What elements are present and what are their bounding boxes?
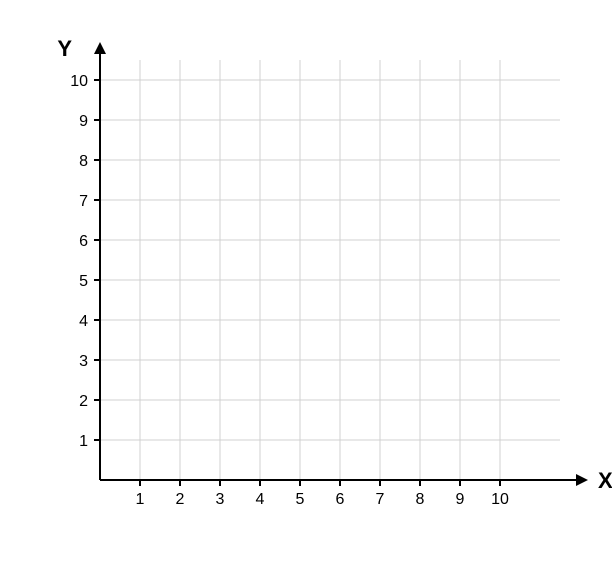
grid-svg: 1 2 3 4 5 6 7 8 9 10 1 2 3 4 5 6 7 8 9 10 X Y [0,0,612,583]
x-tick-label: 1 [136,491,145,508]
y-tick-label: 8 [79,153,88,170]
y-tick-label: 3 [79,353,88,370]
y-tick-label: 4 [79,313,88,330]
coordinate-grid-chart: 1 2 3 4 5 6 7 8 9 10 1 2 3 4 5 6 7 8 9 10 X Y [0,0,612,583]
x-tick-label: 5 [296,491,305,508]
x-tick-label: 9 [456,491,465,508]
x-tick-label: 2 [176,491,185,508]
y-tick-label: 7 [79,193,88,210]
y-tick-label: 10 [70,73,88,90]
x-tick-label: 4 [256,491,265,508]
x-axis-arrow-icon [576,474,588,486]
y-tick-label: 9 [79,113,88,130]
y-axis-arrow-icon [94,42,106,54]
x-tick-label: 3 [216,491,225,508]
y-tick-label: 1 [79,433,88,450]
y-tick-label: 2 [79,393,88,410]
x-tick-label: 10 [491,491,509,508]
y-axis-label: Y [57,36,72,61]
y-tick-label: 5 [79,273,88,290]
x-axis-label: X [598,468,612,493]
x-tick-label: 8 [416,491,425,508]
y-tick-label: 6 [79,233,88,250]
x-tick-label: 6 [336,491,345,508]
x-tick-label: 7 [376,491,385,508]
